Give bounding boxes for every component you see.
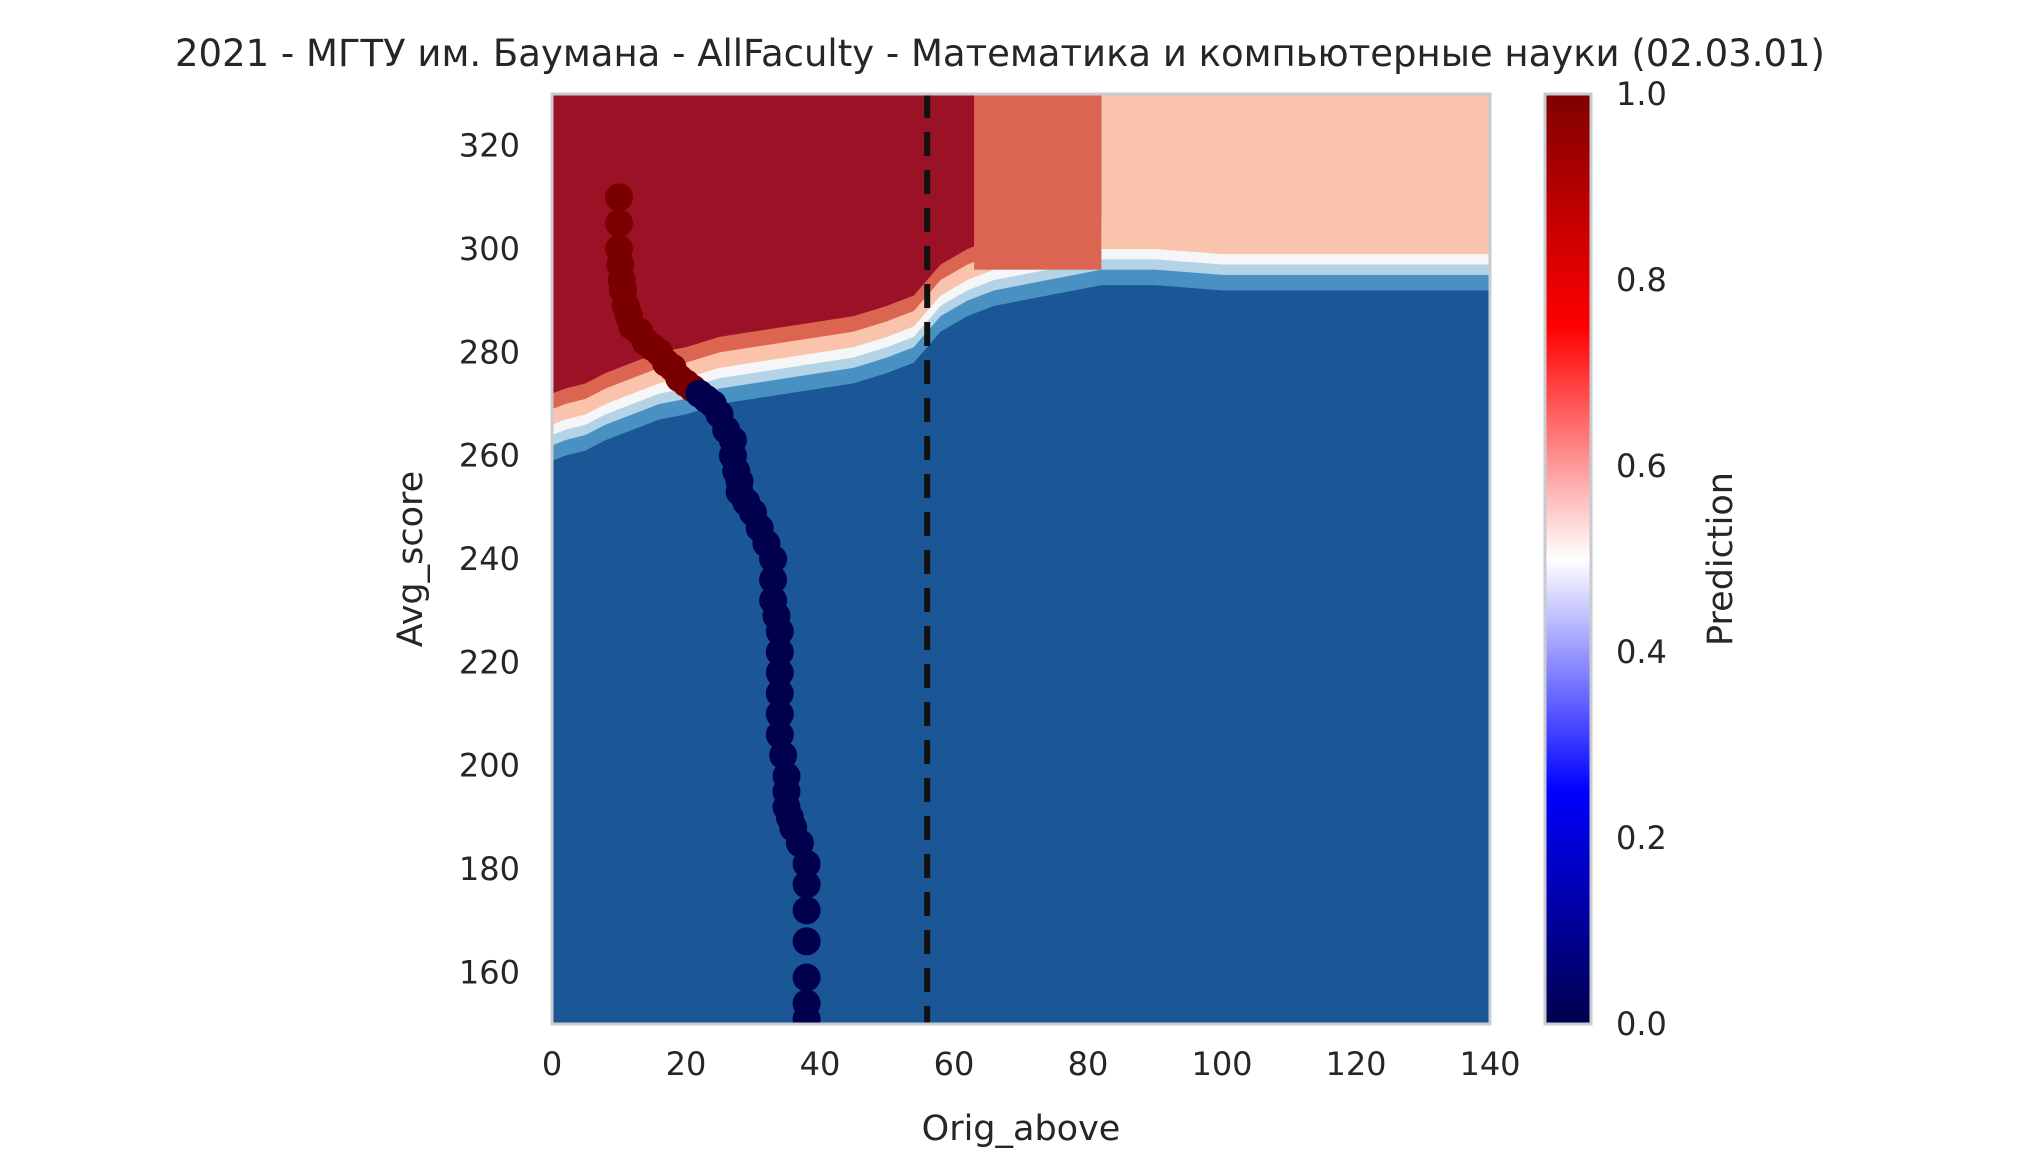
colorbar-tick-label: 0.8 bbox=[1616, 261, 1667, 299]
colorbar-label: Prediction bbox=[1701, 472, 1741, 646]
data-point bbox=[765, 679, 794, 708]
y-tick-label: 240 bbox=[459, 540, 520, 578]
x-tick-label: 60 bbox=[934, 1045, 975, 1083]
y-tick-label: 320 bbox=[459, 127, 520, 165]
data-point bbox=[792, 870, 821, 899]
colorbar-tick-label: 0.2 bbox=[1616, 819, 1667, 857]
x-axis-label: Orig_above bbox=[922, 1109, 1121, 1149]
x-tick-label: 100 bbox=[1191, 1045, 1252, 1083]
colorbar-tick-label: 0.0 bbox=[1616, 1005, 1667, 1043]
contour-field bbox=[552, 94, 1490, 1024]
x-tick-label: 20 bbox=[666, 1045, 707, 1083]
data-point bbox=[759, 545, 788, 573]
x-tick-label: 40 bbox=[800, 1045, 841, 1083]
series-2 bbox=[685, 379, 821, 1024]
data-point bbox=[765, 638, 794, 666]
data-point bbox=[792, 927, 821, 956]
y-tick-label: 180 bbox=[459, 850, 520, 888]
y-tick-label: 280 bbox=[459, 333, 520, 371]
data-point bbox=[792, 1004, 821, 1024]
x-tick-label: 80 bbox=[1068, 1045, 1109, 1083]
contour-band-2 bbox=[1101, 94, 1490, 249]
colorbar-tick-label: 1.0 bbox=[1616, 75, 1667, 113]
data-point bbox=[792, 849, 821, 878]
chart-title: 2021 - МГТУ им. Баумана - AllFaculty - М… bbox=[175, 32, 1825, 75]
contour-band-1 bbox=[974, 94, 1102, 270]
data-point bbox=[765, 700, 794, 728]
y-tick-label: 200 bbox=[459, 747, 520, 785]
colorbar-tick-label: 0.6 bbox=[1616, 447, 1667, 485]
plot-frame bbox=[550, 92, 1492, 1026]
data-point bbox=[765, 617, 794, 646]
plot-area bbox=[550, 92, 1492, 1026]
data-point bbox=[792, 963, 821, 992]
y-tick-label: 160 bbox=[459, 953, 520, 991]
series-1 bbox=[605, 183, 707, 403]
y-tick-label: 220 bbox=[459, 643, 520, 681]
data-point bbox=[765, 658, 794, 687]
data-point bbox=[765, 720, 794, 749]
x-tick-label: 0 bbox=[542, 1045, 562, 1083]
data-point bbox=[605, 183, 633, 212]
y-tick-label: 260 bbox=[459, 437, 520, 475]
y-axis-label: Avg_score bbox=[391, 471, 431, 647]
colorbar-gradient bbox=[1543, 92, 1593, 1026]
data-point bbox=[792, 896, 821, 925]
colorbar-tick-label: 0.4 bbox=[1616, 633, 1667, 671]
x-tick-label: 120 bbox=[1325, 1045, 1386, 1083]
data-point bbox=[769, 741, 798, 770]
y-axis: 160 180 200 220 240 260 280 300 320 bbox=[459, 127, 520, 992]
colorbar-ticks: 0.0 0.2 0.4 0.6 0.8 1.0 bbox=[1616, 75, 1667, 1043]
x-tick-label: 140 bbox=[1459, 1045, 1520, 1083]
data-point bbox=[605, 209, 633, 238]
data-points bbox=[605, 183, 821, 1024]
colorbar: 0.0 0.2 0.4 0.6 0.8 1.0 Prediction bbox=[1543, 75, 1741, 1043]
x-axis: 0 20 40 60 80 100 120 140 bbox=[542, 1045, 1521, 1083]
data-point bbox=[759, 565, 788, 594]
y-tick-label: 300 bbox=[459, 230, 520, 268]
